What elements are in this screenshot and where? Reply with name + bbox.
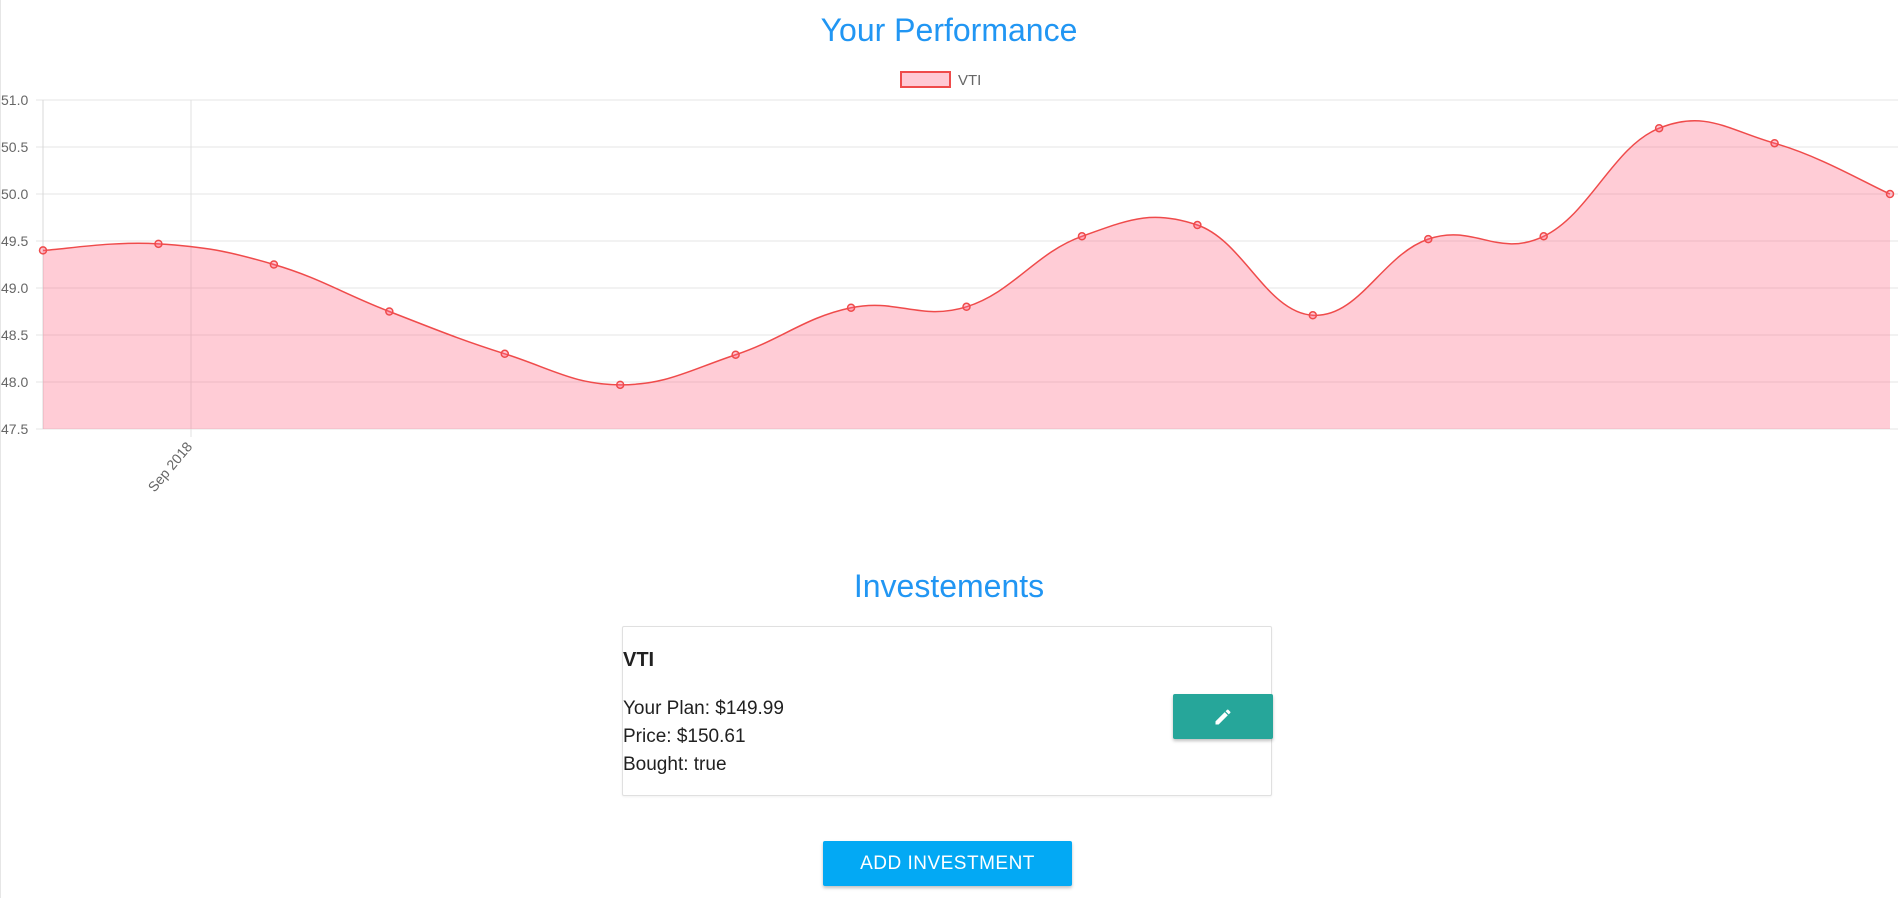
data-point[interactable] <box>1885 189 1895 199</box>
y-axis-ticks: 51.0 50.5 50.0 49.5 49.0 48.5 48.0 47.5 <box>1 92 28 437</box>
data-point[interactable] <box>269 260 279 269</box>
chart-area-layer <box>42 120 1891 429</box>
data-point[interactable] <box>500 349 509 359</box>
data-point[interactable] <box>1654 123 1664 133</box>
investments-title: Investements <box>853 568 1045 604</box>
edit-investment-button[interactable] <box>1173 694 1273 739</box>
bought-line: Bought: true <box>623 751 784 779</box>
performance-title: Your Performance <box>820 12 1078 48</box>
y-tick-label: 50.0 <box>1 186 28 202</box>
data-point[interactable] <box>1539 232 1548 241</box>
price-value: $150.61 <box>676 726 746 747</box>
chart-points <box>38 123 1895 390</box>
pencil-icon <box>1215 708 1231 724</box>
data-point[interactable] <box>846 303 856 312</box>
price-label: Price: <box>623 726 672 747</box>
y-tick-label: 49.5 <box>1 233 28 249</box>
y-tick-label: 47.5 <box>1 421 28 437</box>
plan-value: $149.99 <box>715 698 784 719</box>
plan-label: Your Plan: <box>623 698 710 719</box>
y-tick-label: 48.0 <box>1 374 28 390</box>
y-tick-label: 51.0 <box>1 92 28 108</box>
investment-card: VTI Your Plan: $149.99 Price: $150.61 Bo… <box>622 626 1273 796</box>
data-point[interactable] <box>385 307 394 316</box>
x-tick-label: Sep 2018 <box>145 438 196 494</box>
y-tick-label: 48.5 <box>1 327 28 343</box>
data-point[interactable] <box>731 350 740 359</box>
data-point[interactable] <box>154 239 163 249</box>
data-point[interactable] <box>1424 234 1433 244</box>
data-point[interactable] <box>1308 311 1318 320</box>
bought-value: true <box>693 754 727 775</box>
data-point[interactable] <box>962 302 971 312</box>
page-edge <box>0 0 1 898</box>
data-point[interactable] <box>1193 220 1202 230</box>
legend-swatch-vti[interactable] <box>900 71 951 88</box>
investment-name: VTI <box>623 649 655 671</box>
performance-chart: 51.0 50.5 50.0 49.5 49.0 48.5 48.0 47.5 Sep 201… <box>1 71 1898 495</box>
y-tick-label: 50.5 <box>1 139 28 155</box>
plan-line: Your Plan: $149.99 <box>623 695 784 723</box>
data-point[interactable] <box>1077 232 1087 241</box>
data-point[interactable] <box>1770 138 1779 148</box>
y-tick-label: 49.0 <box>1 280 28 296</box>
legend-label-vti[interactable]: VTI <box>958 72 981 89</box>
investment-details: Your Plan: $149.99 Price: $150.61 Bought… <box>623 695 784 779</box>
chart-grid <box>36 99 1898 437</box>
add-investment-button[interactable]: ADD INVESTMENT <box>823 841 1072 886</box>
data-point[interactable] <box>615 380 625 390</box>
price-line: Price: $150.61 <box>623 723 784 751</box>
bought-label: Bought: <box>623 754 689 775</box>
chart-legend[interactable]: VTI <box>900 71 981 89</box>
x-axis-ticks: Sep 2018 <box>145 438 196 494</box>
series-area-vti <box>43 120 1890 429</box>
series-line-vti <box>42 120 1891 386</box>
data-point[interactable] <box>38 246 48 255</box>
